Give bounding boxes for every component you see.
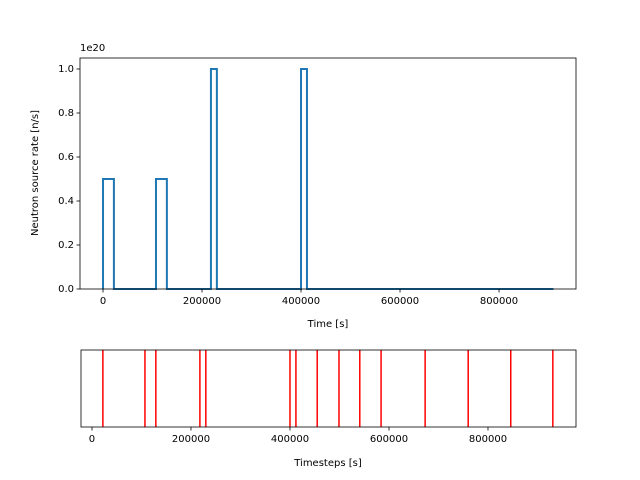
y-tick-label: 0.4 [58, 196, 74, 207]
y-tick-label: 1.0 [58, 64, 74, 75]
x-tick-label: 800000 [469, 434, 507, 445]
x-tick-label: 200000 [183, 296, 221, 307]
x-tick-label: 800000 [480, 296, 518, 307]
x-axis-label: Time [s] [307, 319, 349, 330]
axes-frame [79, 57, 577, 290]
offset-label: 1e20 [80, 43, 105, 54]
x-tick-label: 600000 [370, 434, 408, 445]
x-tick-label: 400000 [271, 434, 309, 445]
x-tick-label: 600000 [381, 296, 419, 307]
x-tick-label: 0 [100, 296, 106, 307]
y-tick-label: 0.6 [58, 152, 74, 163]
data-line [102, 68, 554, 290]
y-tick-label: 0.2 [58, 240, 74, 251]
axes-frame [80, 349, 577, 428]
y-tick-label: 0.8 [58, 108, 74, 119]
x-tick-label: 0 [89, 434, 95, 445]
x-tick-label: 200000 [172, 434, 210, 445]
x-axis-label: Timesteps [s] [293, 458, 362, 469]
y-tick-label: 0.0 [58, 284, 74, 295]
y-axis-label: Neutron source rate [n/s] [30, 110, 41, 236]
x-tick-label: 400000 [282, 296, 320, 307]
